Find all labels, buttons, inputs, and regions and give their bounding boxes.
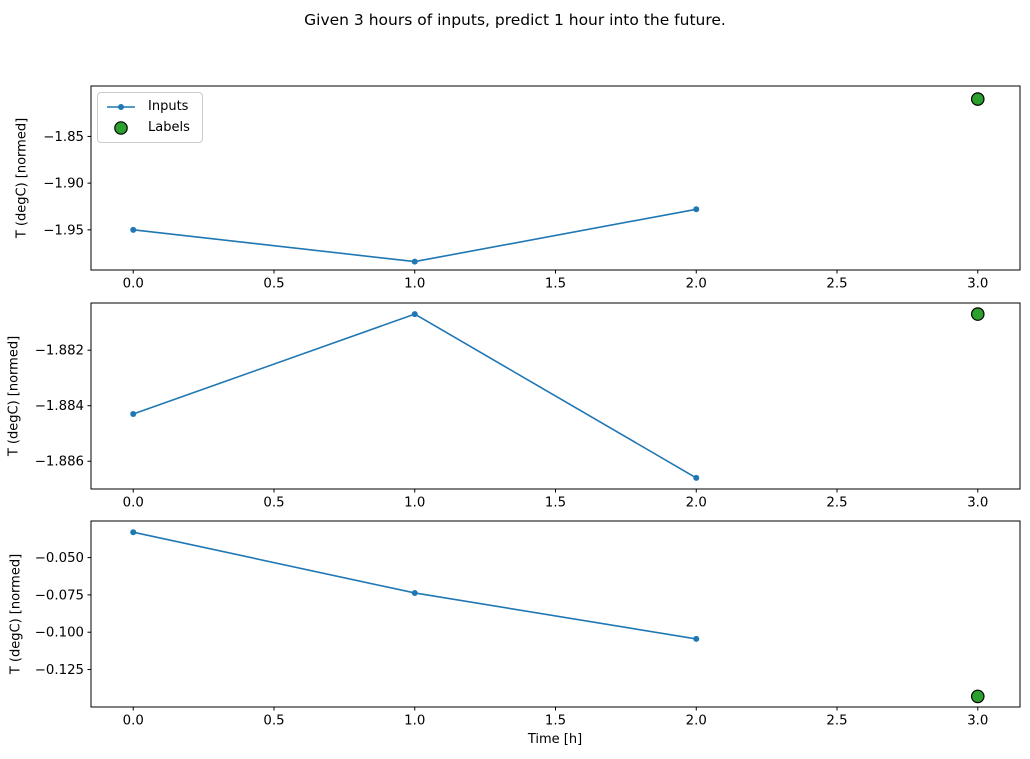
x-tick-label: 0.5 [263, 277, 284, 292]
x-tick-label: 1.5 [545, 277, 566, 292]
subplot1-ylabel: T (degC) [normed] [14, 117, 30, 239]
label-point [970, 307, 985, 321]
legend-item-labels: Labels [106, 121, 190, 135]
input-point [130, 529, 137, 536]
inputs-line-marker-icon [107, 104, 135, 110]
x-tick-label: 0.0 [123, 277, 144, 292]
input-point [693, 474, 700, 481]
legend-labels-label: Labels [148, 120, 190, 135]
input-point [411, 311, 418, 318]
y-tick-label: −1.886 [35, 455, 84, 470]
x-tick-label: 1.5 [545, 714, 566, 729]
x-tick-label: 0.0 [123, 496, 144, 511]
x-tick-label: 2.5 [826, 714, 847, 729]
y-tick-label: −1.90 [43, 177, 84, 192]
y-tick-label: −0.100 [35, 626, 84, 641]
input-point [130, 226, 137, 233]
x-tick-label: 2.5 [826, 277, 847, 292]
axes-frame [90, 302, 1021, 490]
y-tick-label: −1.95 [43, 223, 84, 238]
inputs-line [132, 313, 697, 479]
labels-circle-marker-icon [114, 121, 128, 135]
x-tick-label: 0.5 [263, 496, 284, 511]
x-tick-label: 1.0 [404, 496, 425, 511]
x-tick-label: 1.0 [404, 714, 425, 729]
x-axis-label: Time [h] [527, 732, 583, 747]
x-tick-label: 2.0 [686, 277, 707, 292]
input-point [130, 411, 137, 418]
subplot2-ylabel: T (degC) [normed] [6, 335, 22, 457]
y-tick-label: −1.884 [35, 399, 84, 414]
legend: Inputs Labels [97, 92, 203, 143]
y-tick-label: −1.882 [35, 344, 84, 359]
x-tick-label: 2.0 [686, 714, 707, 729]
subplot3-ylabel: T (degC) [normed] [8, 553, 24, 675]
y-tick-label: −0.075 [35, 588, 84, 603]
axes-frame [90, 520, 1021, 708]
label-point [970, 92, 985, 106]
x-tick-label: 3.0 [967, 714, 988, 729]
x-tick-label: 3.0 [967, 496, 988, 511]
input-point [411, 258, 418, 265]
y-tick-label: −0.125 [35, 663, 84, 678]
x-tick-label: 0.0 [123, 714, 144, 729]
label-point [970, 689, 985, 704]
input-point [411, 589, 418, 596]
x-tick-label: 2.5 [826, 496, 847, 511]
inputs-line [133, 531, 697, 640]
figure-title: Given 3 hours of inputs, predict 1 hour … [304, 11, 726, 29]
x-tick-label: 3.0 [967, 277, 988, 292]
input-point [693, 635, 700, 642]
y-tick-label: −0.050 [35, 551, 84, 566]
legend-inputs-label: Inputs [148, 99, 189, 114]
legend-item-inputs: Inputs [106, 100, 190, 114]
axes-frame [90, 85, 1021, 271]
x-tick-label: 0.5 [263, 714, 284, 729]
x-tick-label: 2.0 [686, 496, 707, 511]
x-tick-label: 1.0 [404, 277, 425, 292]
x-tick-label: 1.5 [545, 496, 566, 511]
inputs-line [133, 208, 697, 263]
y-tick-label: −1.85 [43, 130, 84, 145]
input-point [693, 206, 700, 213]
